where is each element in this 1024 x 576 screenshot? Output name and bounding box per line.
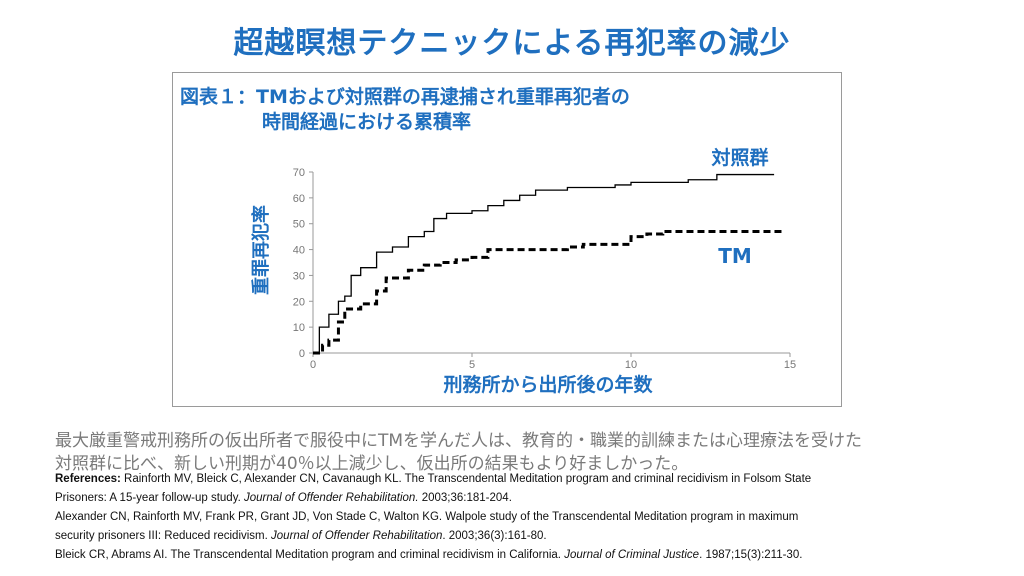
reference-text: Rainforth MV, Bleick C, Alexander CN, Ca… [120,473,812,485]
journal-name: Journal of Offender Rehabilitation. [244,492,419,504]
series-line-control [313,173,775,354]
reference-text: . 2003;36(3):161-80. [442,530,547,542]
chart-title-line2: 時間経過における累積率 [262,111,472,133]
y-tick-label: 30 [293,270,305,282]
y-axis-label: 重罪再犯率 [250,205,272,295]
y-tick-label: 0 [299,348,305,360]
y-tick-label: 60 [293,193,305,205]
caption-line-2: 対照群に比べ、新しい刑期が40％以上減少し、仮出所の結果もより好ましかった。 [55,454,689,474]
y-tick-label: 40 [293,245,305,257]
reference-text: . 1987;15(3):211-30. [699,549,803,561]
x-axis-label: 刑務所から出所後の年数 [443,373,653,396]
y-tick-label: 20 [293,296,305,308]
slide-title: 超越瞑想テクニックによる再犯率の減少 [233,26,791,61]
y-tick-label: 70 [293,167,305,179]
y-tick-label: 50 [293,219,305,231]
reference-text: security prisoners III: Reduced recidivi… [55,530,272,542]
journal-name: Journal of Offender Rehabilitation [271,530,443,542]
legend-label-control: 対照群 [710,146,768,169]
references-label: References: [55,473,121,485]
x-tick-label: 0 [310,359,316,371]
chart-title-line1: 図表１：TMおよび対照群の再逮捕され重罪再犯者の [180,86,630,108]
reference-2-cont: security prisoners III: Reduced recidivi… [55,530,547,542]
series-line-tm [313,229,784,355]
reference-text: 2003;36:181-204. [418,492,512,504]
reference-text: Bleick CR, Abrams AI. The Transcendental… [55,549,565,561]
x-tick-label: 15 [784,359,796,371]
journal-name: Journal of Criminal Justice [564,549,700,561]
reference-1: References: Rainforth MV, Bleick C, Alex… [55,473,811,485]
x-tick-label: 5 [469,359,475,371]
reference-3: Bleick CR, Abrams AI. The Transcendental… [55,549,802,561]
caption-line-1: 最大厳重警戒刑務所の仮出所者で服役中にTMを学んだ人は、教育的・職業的訓練または… [55,431,863,451]
reference-text: Prisoners: A 15-year follow-up study. [55,492,244,504]
reference-1-cont: Prisoners: A 15-year follow-up study. Jo… [55,492,512,504]
chart-panel [172,72,842,407]
y-tick-label: 10 [293,322,305,334]
x-tick-label: 10 [625,359,637,371]
reference-2: Alexander CN, Rainforth MV, Frank PR, Gr… [55,511,799,523]
legend-label-tm: TM [718,244,752,268]
